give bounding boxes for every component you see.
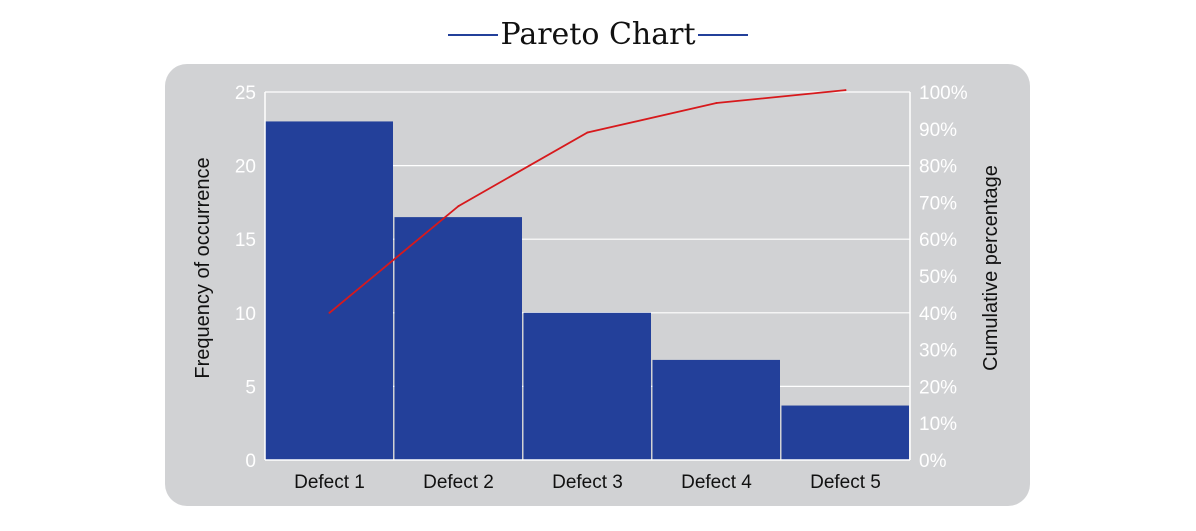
y2-tick-label: 80% (919, 157, 957, 178)
line-point (457, 205, 460, 208)
y2-tick-label: 90% (919, 120, 957, 141)
y-tick-label: 25 (235, 83, 256, 104)
y2-tick-label: 70% (919, 193, 957, 214)
y-tick-label: 0 (245, 451, 256, 472)
y2-tick-label: 60% (919, 230, 957, 251)
x-tick-label: Defect 2 (423, 472, 494, 493)
cumulative-line-layer (328, 89, 847, 314)
y2-tick-label: 40% (919, 304, 957, 325)
y-tick-label: 5 (245, 377, 256, 398)
bar (265, 121, 393, 460)
chart-title: Pareto Chart (500, 17, 696, 52)
bar (781, 405, 909, 460)
bar (394, 217, 522, 460)
tick-labels: 0 5 10 15 20 25 0% 10% 20% 30% 40% 50% 60% 70% 80% 90% 1… (235, 83, 968, 493)
y-tick-label: 15 (235, 230, 256, 251)
bars (265, 121, 909, 460)
title-rule-right (697, 34, 748, 36)
y2-axis-label: Cumulative percentage (980, 165, 1002, 371)
x-tick-label: Defect 5 (810, 472, 881, 493)
x-tick-label: Defect 1 (294, 472, 365, 493)
line-point (715, 102, 718, 105)
bar (523, 312, 651, 460)
axes (264, 92, 911, 461)
line-point (844, 89, 847, 92)
y-tick-label: 20 (235, 157, 256, 178)
line-point (328, 311, 331, 314)
chart-title-block: Pareto Chart (0, 12, 1196, 58)
title-rule-left (448, 34, 499, 36)
y-axis-label: Frequency of occurrence (192, 157, 214, 378)
y2-tick-label: 100% (919, 83, 968, 104)
y2-tick-label: 50% (919, 267, 957, 288)
x-tick-label: Defect 4 (681, 472, 752, 493)
y2-tick-label: 10% (919, 414, 957, 435)
y2-tick-label: 30% (919, 341, 957, 362)
bar (652, 359, 780, 460)
line-point (586, 131, 589, 134)
y-tick-label: 10 (235, 304, 256, 325)
y2-tick-label: 0% (919, 451, 947, 472)
y2-tick-label: 20% (919, 377, 957, 398)
x-tick-label: Defect 3 (552, 472, 623, 493)
